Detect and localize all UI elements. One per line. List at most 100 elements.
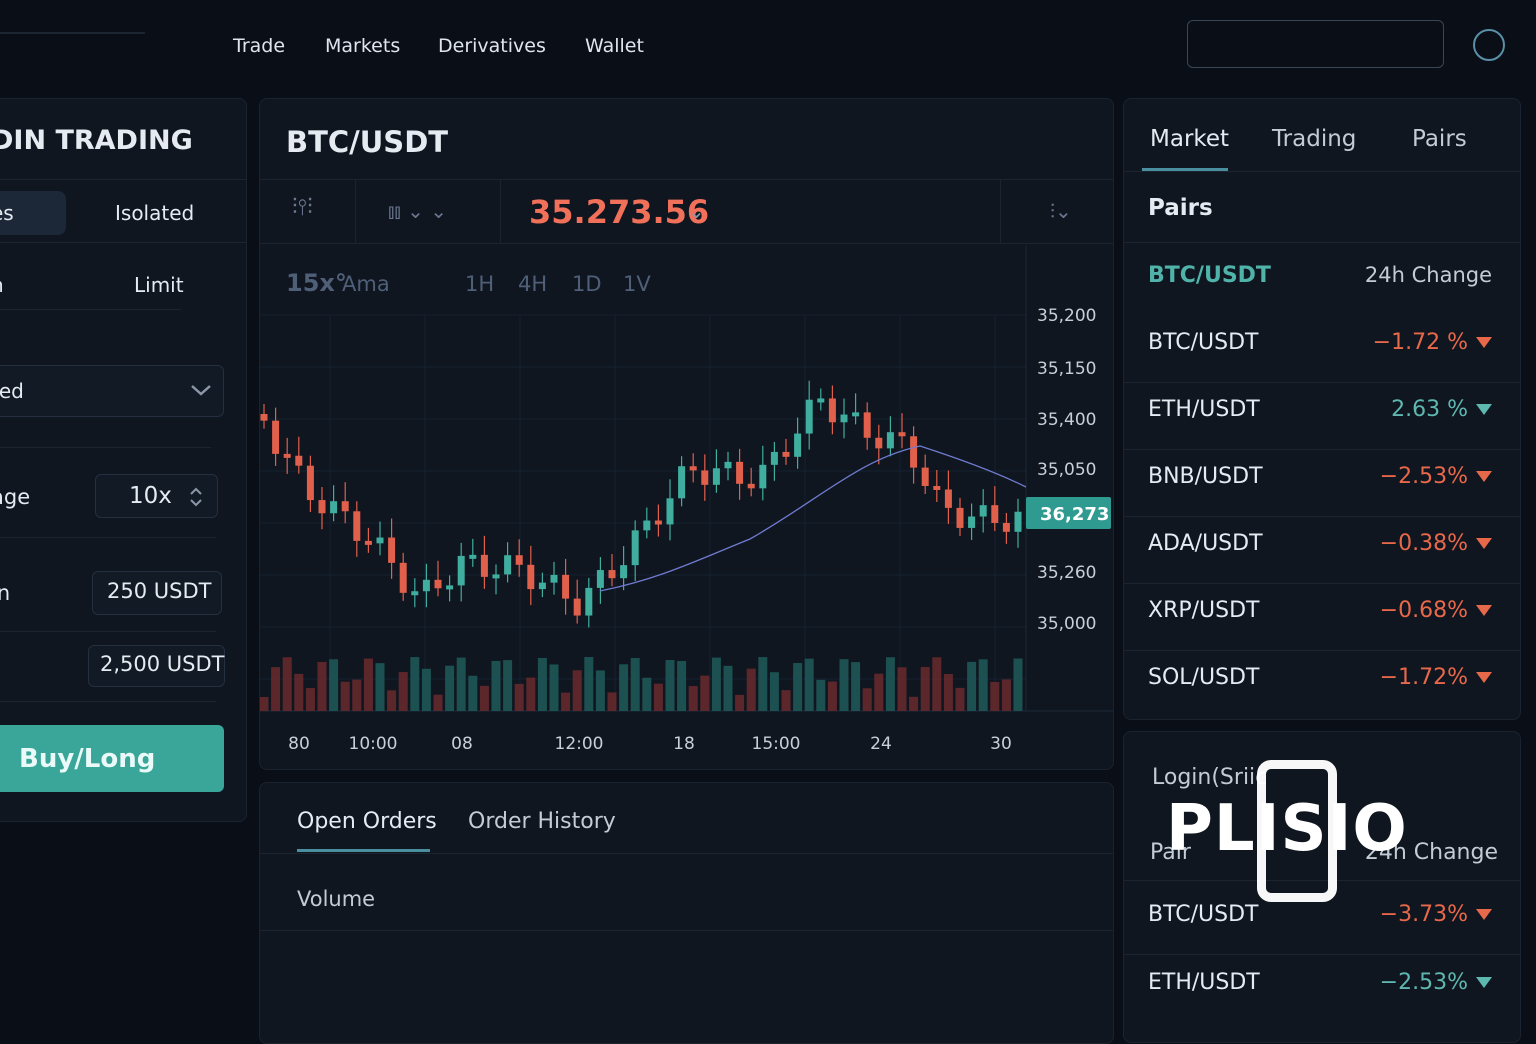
candle [411,591,419,596]
candle [492,574,500,579]
change-arrow [1476,337,1492,348]
volume-bar [537,657,547,711]
volume-bar [445,665,455,711]
volume-bar [816,679,826,711]
volume-bar [677,661,687,711]
pair[interactable]: BTC/USDT [1148,902,1259,927]
pair[interactable]: BTC/USDT [1148,330,1259,355]
volume-bar [595,670,605,711]
login-panel: Login(Sriic Pair 24h Change BTC/USDT −3.7… [1123,731,1521,1043]
candle [805,399,813,434]
pair[interactable]: ETH/USDT [1148,397,1260,422]
candle [678,466,686,499]
margin-mode[interactable]: Isolated [115,201,195,225]
margin-field[interactable] [92,571,222,615]
candle [469,554,477,559]
volume-bar [340,681,350,711]
nav-link[interactable]: Markets [325,35,401,57]
buy-button[interactable] [0,725,224,792]
tab[interactable]: Pairs [1412,126,1467,152]
row-separator [1124,516,1520,517]
volume-bar [885,657,895,711]
avatar[interactable] [1473,29,1505,61]
dropdown[interactable] [0,365,224,417]
tab[interactable]: Trading [1272,126,1357,152]
pair[interactable]: BNB/USDT [1148,464,1263,489]
tool-icon[interactable]: ⫾⫾ ⌄ ⌄ [388,199,448,223]
column-header: Volume [297,887,376,911]
change: 2.63 % [1391,397,1468,422]
candle [341,501,349,512]
candle [388,537,396,563]
interval[interactable]: 1D [572,272,602,296]
order-type[interactable]: n [0,273,4,297]
pair[interactable]: SOL/USDT [1148,665,1260,690]
nav-link[interactable]: Trade [233,35,286,57]
candle [620,565,628,579]
interval[interactable]: 4H [518,272,547,296]
panel-title: DIN TRADING [0,125,193,156]
leverage-field[interactable] [95,474,218,518]
candle [654,520,662,525]
volume-bar [584,657,594,711]
chevron[interactable]: ⌄ [688,199,705,223]
interval[interactable]: 1V [623,272,651,296]
nav-link[interactable]: Wallet [585,35,644,57]
pair-title: BTC/USDT [286,125,449,159]
stepper[interactable] [188,486,204,508]
change: −1.72 % [1372,330,1468,355]
orders-panel: Open Orders Order History Volume [259,782,1114,1044]
pair[interactable]: ADA/USDT [1148,531,1263,556]
volume-bar [526,677,536,711]
market-panel: Market Trading Pairs Pairs BTC/USDT 24h … [1123,98,1521,720]
volume-bar [514,683,524,711]
candle [770,451,778,465]
tool-icon[interactable]: ⫶⫯⫶ [292,195,313,220]
search-box[interactable] [1187,20,1444,68]
tab[interactable]: Open Orders [297,809,437,834]
candle [562,574,570,599]
volume-bar [561,692,571,711]
candle [782,451,790,457]
candle [712,468,720,485]
label: in [0,581,10,605]
pair[interactable]: ETH/USDT [1148,970,1260,995]
candle [260,414,268,421]
candle [573,598,581,616]
interval[interactable]: Ama [342,272,390,296]
pair[interactable]: XRP/USDT [1148,598,1260,623]
candle [921,467,929,486]
current-price-box [1026,497,1111,529]
interval[interactable]: 15x° [286,269,347,297]
volume-bar [955,687,965,711]
change: −1.72% [1379,665,1468,690]
tab-active[interactable] [0,191,66,235]
row-separator [1124,382,1520,383]
candle [527,564,535,590]
volume-bar [375,663,385,711]
time-label: 08 [451,734,473,754]
candle [457,555,465,586]
volume-bar [398,672,408,711]
candle [828,398,836,423]
tab[interactable]: Market [1150,126,1230,152]
total-field[interactable] [88,645,225,687]
interval[interactable]: 1H [465,272,494,296]
volume-bar [978,659,988,711]
volume-bar [642,677,652,711]
price-label: 35,050 [1037,460,1096,480]
logo-bar [0,32,145,34]
change-arrow [1476,977,1492,988]
nav-link[interactable]: Derivatives [438,35,546,57]
time-label: 18 [673,734,695,754]
button-label[interactable]: Buy/Long [19,744,156,774]
margin-mode[interactable]: es [0,201,14,225]
volume-bar [630,658,640,711]
label: age [0,485,31,509]
time-label: 12:00 [555,734,604,754]
order-type[interactable]: Limit [134,273,184,297]
candle [446,585,454,590]
tab[interactable]: Order History [468,809,616,834]
tool-icon[interactable]: ⫶⌄ [1050,199,1072,223]
